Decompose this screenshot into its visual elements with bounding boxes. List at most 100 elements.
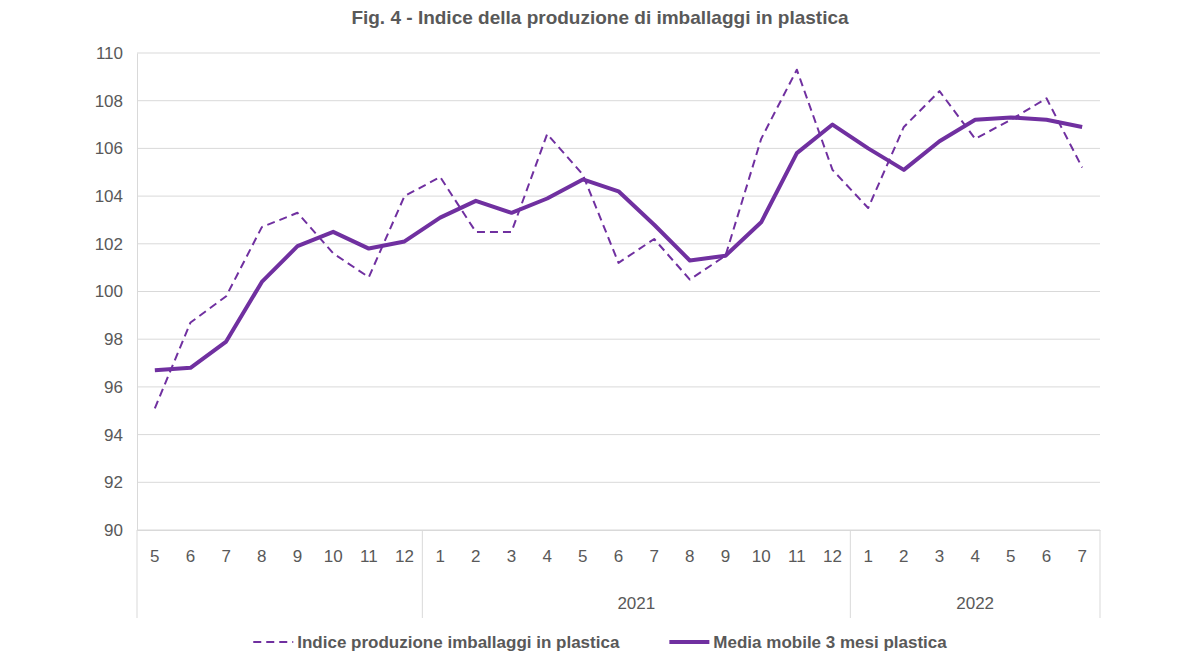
x-tick: 9	[721, 530, 730, 566]
x-tick: 6	[186, 530, 195, 566]
x-tick: 7	[1077, 530, 1086, 566]
y-tick-label: 102	[95, 235, 123, 254]
legend-label: Indice produzione imballaggi in plastica	[297, 633, 620, 652]
grid	[137, 53, 1100, 530]
series-line	[155, 70, 1082, 409]
legend-item: Media mobile 3 mesi plastica	[669, 633, 947, 652]
legend-swatch	[669, 640, 709, 644]
y-tick-label: 92	[104, 473, 123, 492]
x-tick: 12	[823, 530, 842, 566]
x-tick: 11	[360, 530, 378, 566]
grid-line	[137, 243, 1100, 244]
y-tick: 90	[104, 521, 137, 540]
x-tick-label: 8	[257, 547, 266, 566]
legend-swatch	[253, 641, 293, 643]
x-tick: 4	[970, 530, 979, 566]
x-tick-label: 10	[752, 547, 771, 566]
x-tick-label: 3	[507, 547, 516, 566]
x-tick-label: 4	[970, 547, 979, 566]
grid-line	[137, 148, 1100, 149]
x-tick-label: 12	[823, 547, 842, 566]
x-tick-label: 12	[395, 547, 414, 566]
x-tick: 4	[542, 530, 551, 566]
y-tick: 108	[95, 92, 137, 111]
x-tick-label: 11	[360, 547, 378, 566]
x-tick: 8	[257, 530, 266, 566]
x-tick-label: 7	[1077, 547, 1086, 566]
x-tick-label: 1	[863, 547, 872, 566]
plot: 9092949698100102104106108110567891011121…	[95, 44, 1101, 618]
x-tick-label: 1	[435, 547, 444, 566]
x-tick: 5	[150, 530, 159, 566]
x-tick: 3	[935, 530, 944, 566]
x-tick: 5	[578, 530, 587, 566]
x-tick: 12	[395, 530, 414, 566]
x-axis-line	[138, 530, 1101, 531]
x-tick: 3	[507, 530, 516, 566]
y-tick-label: 108	[95, 92, 123, 111]
series-line	[155, 117, 1082, 370]
grid-line	[137, 291, 1100, 292]
x-tick-label: 2	[471, 547, 480, 566]
x-tick: 6	[1042, 530, 1051, 566]
y-tick-label: 98	[104, 330, 123, 349]
y-tick-label: 100	[95, 282, 123, 301]
y-tick-label: 96	[104, 378, 123, 397]
y-tick: 92	[104, 473, 137, 492]
y-tick-label: 94	[104, 426, 123, 445]
group-separator	[1100, 530, 1101, 618]
x-tick-label: 5	[150, 547, 159, 566]
x-tick: 2	[471, 530, 480, 566]
x-tick-label: 4	[542, 547, 551, 566]
y-tick: 104	[95, 187, 137, 206]
title: Fig. 4 - Indice della produzione di imba…	[351, 7, 849, 28]
legend-label: Media mobile 3 mesi plastica	[713, 633, 947, 652]
x-tick-label: 10	[324, 547, 343, 566]
grid-line	[137, 339, 1100, 340]
y-tick-label: 106	[95, 139, 123, 158]
x-tick-label: 6	[614, 547, 623, 566]
x-tick-label: 5	[578, 547, 587, 566]
x-tick: 1	[435, 530, 444, 566]
x-tick-label: 8	[685, 547, 694, 566]
x-tick: 2	[899, 530, 908, 566]
x-tick-label: 2	[899, 547, 908, 566]
x-tick-label: 7	[649, 547, 658, 566]
x-tick-label: 9	[721, 547, 730, 566]
x-tick-label: 5	[1006, 547, 1015, 566]
x-tick: 10	[752, 530, 771, 566]
x-groups: 20212022	[137, 530, 1100, 618]
x-tick: 1	[863, 530, 872, 566]
group-separator	[137, 530, 138, 618]
x-tick-label: 7	[221, 547, 230, 566]
x-tick: 6	[614, 530, 623, 566]
x-tick: 7	[649, 530, 658, 566]
x-tick-label: 6	[186, 547, 195, 566]
grid-line	[137, 530, 1100, 531]
y-tick: 102	[95, 235, 137, 254]
x-tick: 10	[324, 530, 343, 566]
series-group	[155, 70, 1082, 409]
x-tick-label: 9	[293, 547, 302, 566]
x-tick: 9	[293, 530, 302, 566]
x-tick: 8	[685, 530, 694, 566]
grid-line	[137, 434, 1100, 435]
chart: Fig. 4 - Indice della produzione di imba…	[0, 0, 1200, 670]
y-tick-label: 104	[95, 187, 123, 206]
y-tick: 98	[104, 330, 137, 349]
grid-line	[137, 386, 1100, 387]
x-tick: 5	[1006, 530, 1015, 566]
x-tick: 7	[221, 530, 230, 566]
grid-line	[137, 482, 1100, 483]
x-tick-label: 6	[1042, 547, 1051, 566]
y-tick: 100	[95, 282, 137, 301]
y-axis-line	[137, 54, 138, 531]
legend: Indice produzione imballaggi in plastica…	[253, 633, 947, 652]
y-tick: 110	[96, 44, 137, 63]
x-tick-label: 3	[935, 547, 944, 566]
group-label: 2021	[617, 594, 655, 613]
group-separator	[850, 530, 851, 618]
y-tick: 96	[104, 378, 137, 397]
y-tick: 94	[104, 426, 137, 445]
x-axis: 567891011121234567891011121234567	[138, 530, 1101, 566]
